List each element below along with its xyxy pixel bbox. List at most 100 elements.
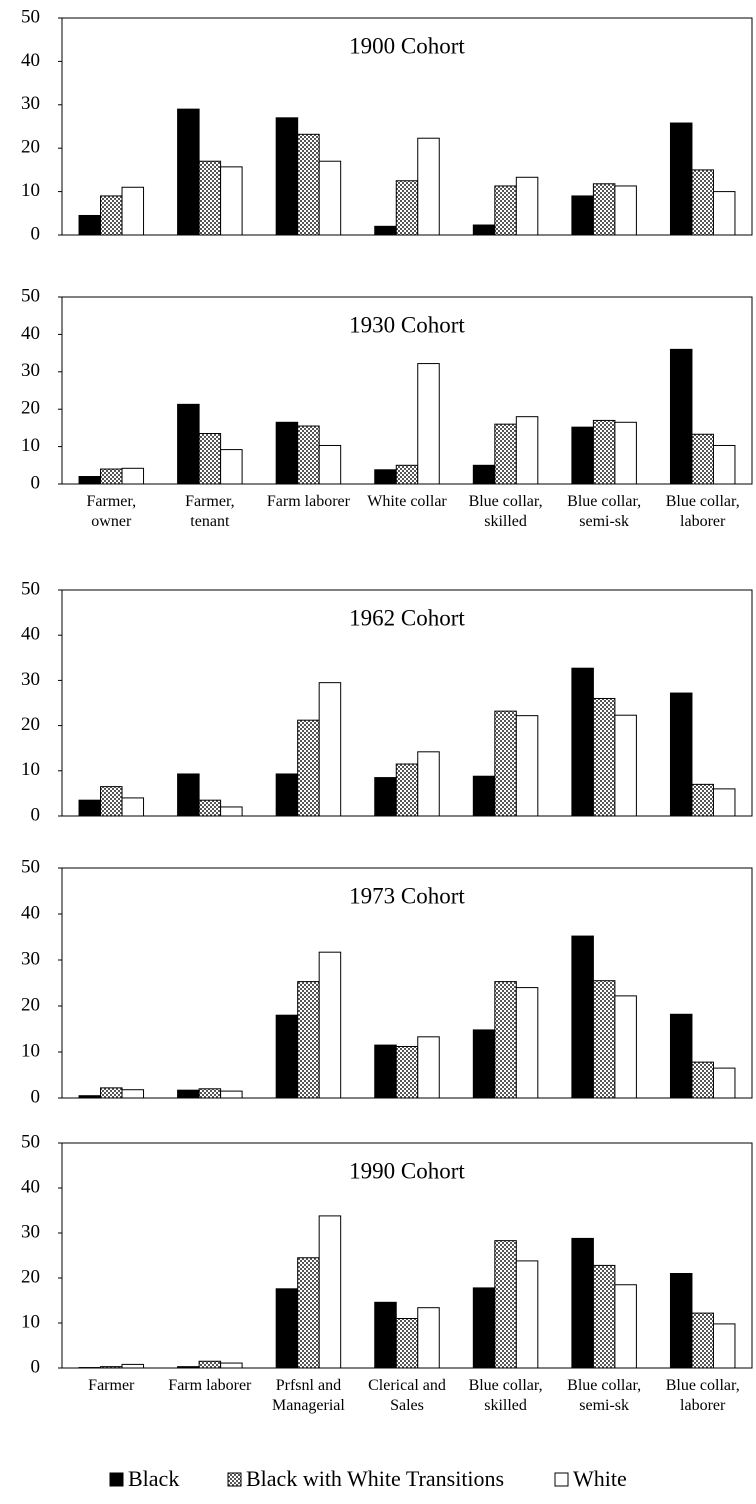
bar — [275, 1014, 299, 1099]
bar — [494, 185, 517, 236]
y-tick-label: 30 — [21, 360, 40, 381]
bar — [515, 416, 539, 485]
bar — [669, 1013, 693, 1099]
bar — [472, 1029, 496, 1099]
bar — [374, 777, 397, 817]
x-tick-label: Blue collar, laborer — [665, 1377, 740, 1414]
bar — [417, 137, 440, 236]
legend-label: White — [573, 1466, 627, 1491]
bar — [318, 444, 342, 485]
y-tick-label: 50 — [21, 578, 40, 599]
bar — [614, 995, 637, 1099]
y-tick-label: 40 — [21, 624, 40, 645]
y-tick-label: 0 — [31, 1356, 41, 1377]
bar — [198, 1360, 222, 1369]
bar — [494, 710, 517, 817]
y-tick-label: 20 — [21, 1266, 40, 1287]
bar — [592, 697, 616, 817]
bar — [121, 1363, 145, 1369]
bar — [614, 1284, 637, 1369]
bar — [712, 1067, 736, 1099]
x-tick-label: Blue collar, skilled — [468, 1377, 543, 1414]
bar — [220, 1090, 243, 1099]
y-tick-label: 20 — [21, 714, 40, 735]
bar — [100, 195, 123, 236]
bar — [121, 797, 145, 817]
y-tick-label: 10 — [21, 1311, 40, 1332]
bar — [297, 425, 320, 485]
bar — [592, 980, 616, 1099]
bar — [515, 715, 539, 817]
x-tick-label: Farm laborer — [266, 493, 350, 510]
x-tick-label: Blue collar, semi-sk — [567, 493, 642, 530]
bar — [395, 1318, 419, 1369]
chart-title: 1900 Cohort — [349, 33, 465, 58]
y-tick-label: 40 — [21, 50, 40, 71]
bar — [198, 1088, 222, 1099]
bar — [395, 1045, 419, 1099]
bar — [121, 1089, 145, 1099]
bar — [318, 951, 342, 1099]
y-tick-label: 30 — [21, 93, 40, 114]
bar — [220, 806, 243, 817]
bar — [515, 176, 539, 236]
bar — [417, 363, 440, 485]
bar — [275, 117, 299, 236]
bar — [177, 403, 200, 485]
bar — [669, 122, 693, 236]
bar — [395, 763, 419, 817]
y-tick-label: 50 — [21, 6, 40, 27]
bar — [472, 1287, 496, 1369]
bar — [571, 1237, 594, 1369]
bar — [417, 1307, 440, 1369]
legend-label: Black with White Transitions — [246, 1466, 504, 1491]
bar — [297, 1257, 320, 1369]
bar — [691, 169, 714, 236]
x-tick-label: Farmer, owner — [86, 493, 137, 530]
y-tick-label: 0 — [31, 804, 41, 825]
bar — [198, 160, 222, 236]
y-tick-label: 10 — [21, 180, 40, 201]
bar — [297, 133, 320, 236]
bar — [220, 1362, 243, 1369]
legend-swatch — [554, 1472, 569, 1487]
bar — [297, 981, 320, 1099]
bar — [691, 433, 714, 485]
bar — [177, 1089, 200, 1099]
bar — [220, 449, 243, 485]
bar — [592, 1264, 616, 1369]
x-tick-label: Blue collar, laborer — [665, 493, 740, 530]
x-tick-label: Farm laborer — [168, 1377, 252, 1394]
bar — [297, 719, 320, 817]
bar — [121, 186, 145, 236]
bar — [275, 773, 299, 817]
bar — [100, 1087, 123, 1099]
bar — [571, 426, 594, 485]
y-tick-label: 10 — [21, 1040, 40, 1061]
bar — [669, 692, 693, 817]
bar — [472, 464, 496, 485]
legend-label: Black — [128, 1466, 179, 1491]
y-tick-label: 40 — [21, 902, 40, 923]
x-tick-label: Blue collar, semi-sk — [567, 1377, 642, 1414]
bar — [515, 1260, 539, 1369]
y-tick-label: 50 — [21, 856, 40, 877]
chart-title: 1973 Cohort — [349, 883, 465, 908]
y-tick-label: 10 — [21, 759, 40, 780]
bar — [494, 423, 517, 485]
x-tick-label: Blue collar, skilled — [468, 493, 543, 530]
bar — [374, 469, 397, 485]
bar — [78, 476, 102, 485]
bar — [712, 444, 736, 485]
bar — [592, 183, 616, 236]
bar — [614, 714, 637, 817]
x-tick-label: Farmer, tenant — [185, 493, 235, 530]
bar — [417, 751, 440, 817]
bar — [177, 108, 200, 236]
y-tick-label: 0 — [31, 223, 41, 244]
bar — [318, 682, 342, 817]
y-tick-label: 20 — [21, 994, 40, 1015]
legend-swatch — [227, 1472, 242, 1487]
